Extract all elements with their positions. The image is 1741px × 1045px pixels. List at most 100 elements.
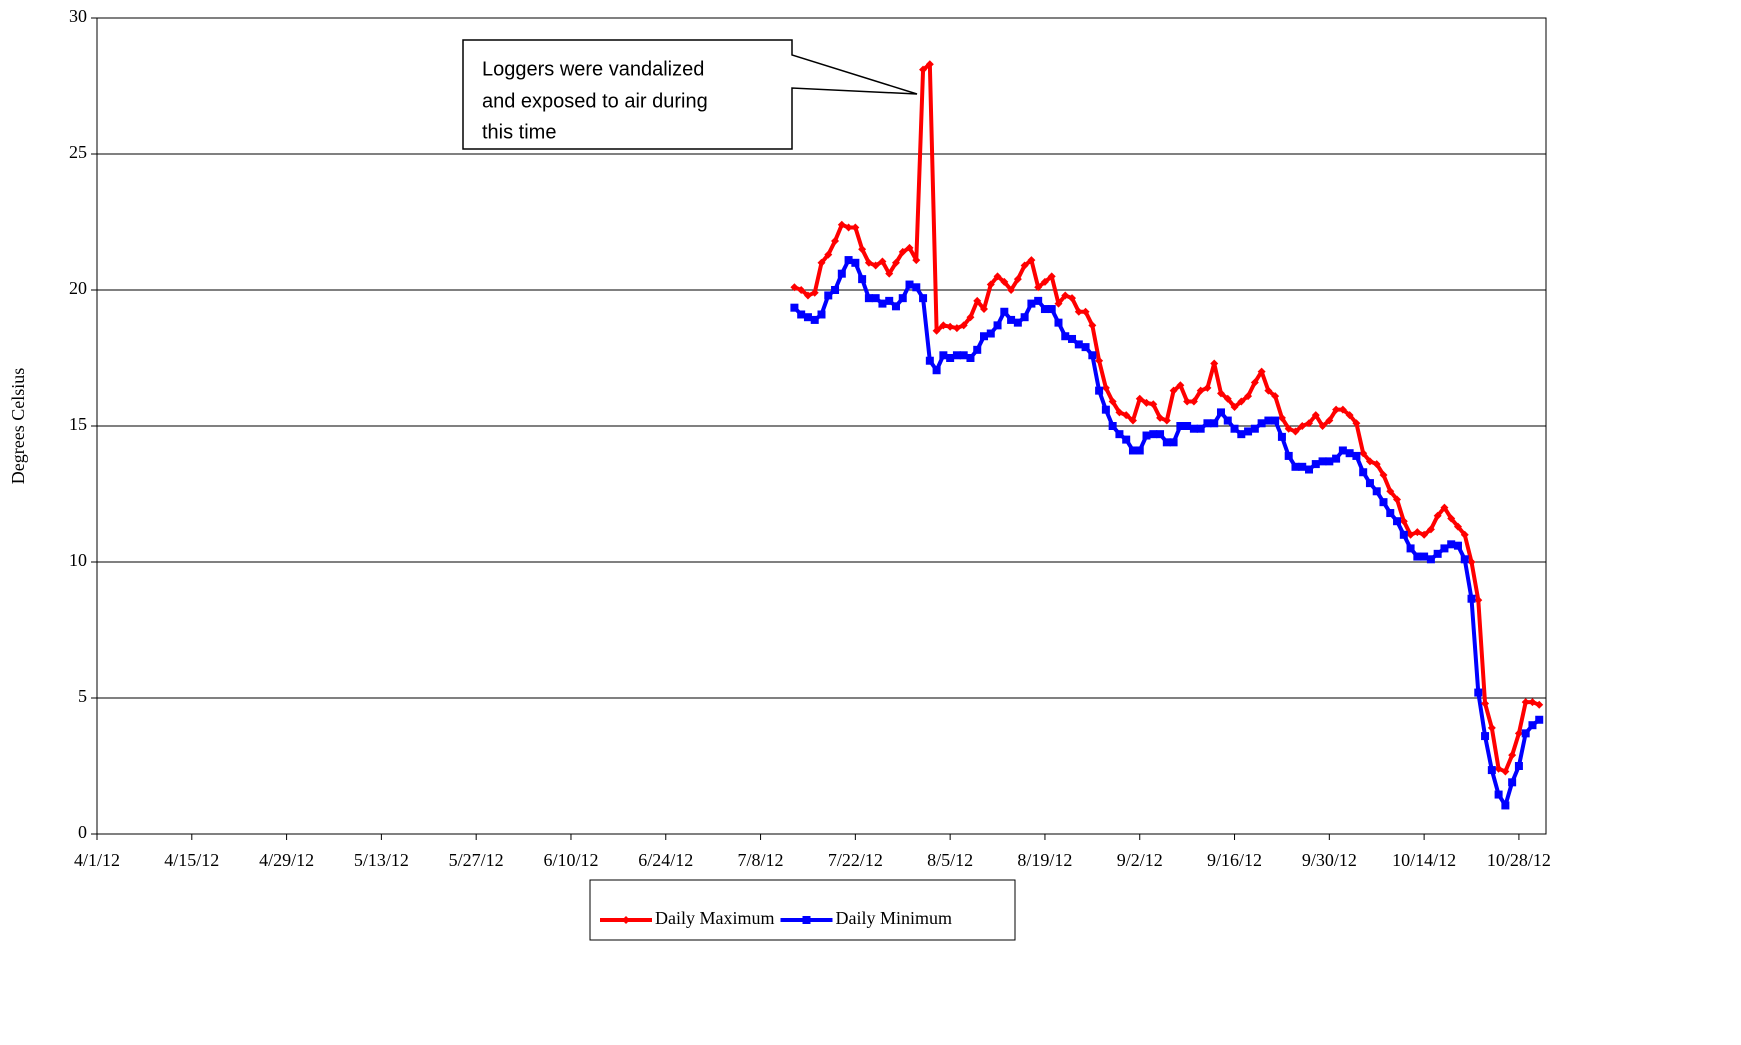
marker [1081,307,1090,316]
marker [919,65,928,74]
marker [831,286,840,294]
marker [952,324,961,333]
marker [878,299,887,308]
marker [1318,422,1327,430]
marker [1000,277,1009,286]
marker [1101,383,1110,392]
marker [946,354,955,362]
marker [831,237,840,246]
marker [1108,422,1117,430]
marker [1474,596,1483,605]
marker [1013,275,1022,284]
marker [1128,416,1137,425]
marker [1501,801,1510,810]
marker [1352,451,1361,460]
marker [1413,552,1422,561]
marker [817,310,826,319]
x-tick-label: 8/19/12 [1017,850,1072,870]
marker [1074,340,1083,349]
y-tick-label: 5 [78,686,87,706]
marker [851,258,860,267]
y-tick-label: 30 [69,6,87,26]
marker [1277,413,1286,422]
x-tick-label: 8/5/12 [927,850,973,870]
y-tick-label: 25 [69,142,87,162]
marker [891,258,900,267]
marker [952,351,961,360]
marker [817,258,826,267]
marker [1311,460,1320,469]
marker [844,223,853,232]
marker [1068,294,1077,303]
marker [1494,790,1503,799]
marker [790,283,799,292]
marker [1372,487,1381,496]
marker [1142,398,1151,407]
marker [1047,272,1056,281]
marker [1230,424,1239,433]
marker [1528,721,1537,730]
marker [1508,778,1517,787]
marker [1501,767,1510,776]
marker [878,257,887,266]
marker [1359,468,1368,477]
marker [1514,729,1523,738]
marker [1054,318,1063,327]
marker [851,223,860,232]
legend: Daily Maximum Daily Minimum [589,879,1016,941]
marker [1230,402,1239,411]
marker [1020,313,1029,322]
marker [1298,462,1307,471]
marker [1264,416,1273,425]
marker [1365,479,1374,488]
marker [1305,419,1314,428]
marker [993,321,1002,330]
marker [993,272,1002,281]
marker [986,280,995,289]
marker [1447,514,1456,523]
marker [1115,408,1124,417]
marker [864,258,873,267]
marker [1460,530,1469,539]
marker [1487,723,1496,732]
marker [1027,256,1036,265]
marker [1487,766,1496,775]
marker [1433,511,1442,520]
marker [810,315,819,324]
y-axis-label: Degrees Celsius [8,368,28,484]
y-tick-label: 20 [69,278,87,298]
marker [1298,422,1307,430]
marker [1332,454,1341,463]
marker [1291,462,1300,471]
marker [1196,386,1205,395]
marker [858,275,867,284]
x-tick-label: 10/28/12 [1487,850,1551,870]
marker [980,332,989,341]
marker [939,351,948,360]
x-tick-label: 4/1/12 [74,850,120,870]
marker [1399,530,1408,539]
marker [1183,422,1192,430]
marker [1210,419,1219,428]
marker [1494,764,1503,773]
marker [1169,438,1178,447]
plot-frame [96,17,1547,835]
y-tick-label: 15 [69,414,87,434]
marker [1250,424,1259,433]
marker [1169,386,1178,395]
marker [1216,408,1225,417]
marker [858,245,867,254]
marker [837,220,846,229]
marker [1413,528,1422,537]
marker [1034,283,1043,292]
marker [1393,517,1402,526]
marker [1061,332,1070,341]
marker [1467,594,1476,603]
marker [966,354,975,362]
marker [1237,397,1246,406]
marker [1088,351,1097,360]
marker [1183,397,1192,406]
marker [1244,427,1253,436]
